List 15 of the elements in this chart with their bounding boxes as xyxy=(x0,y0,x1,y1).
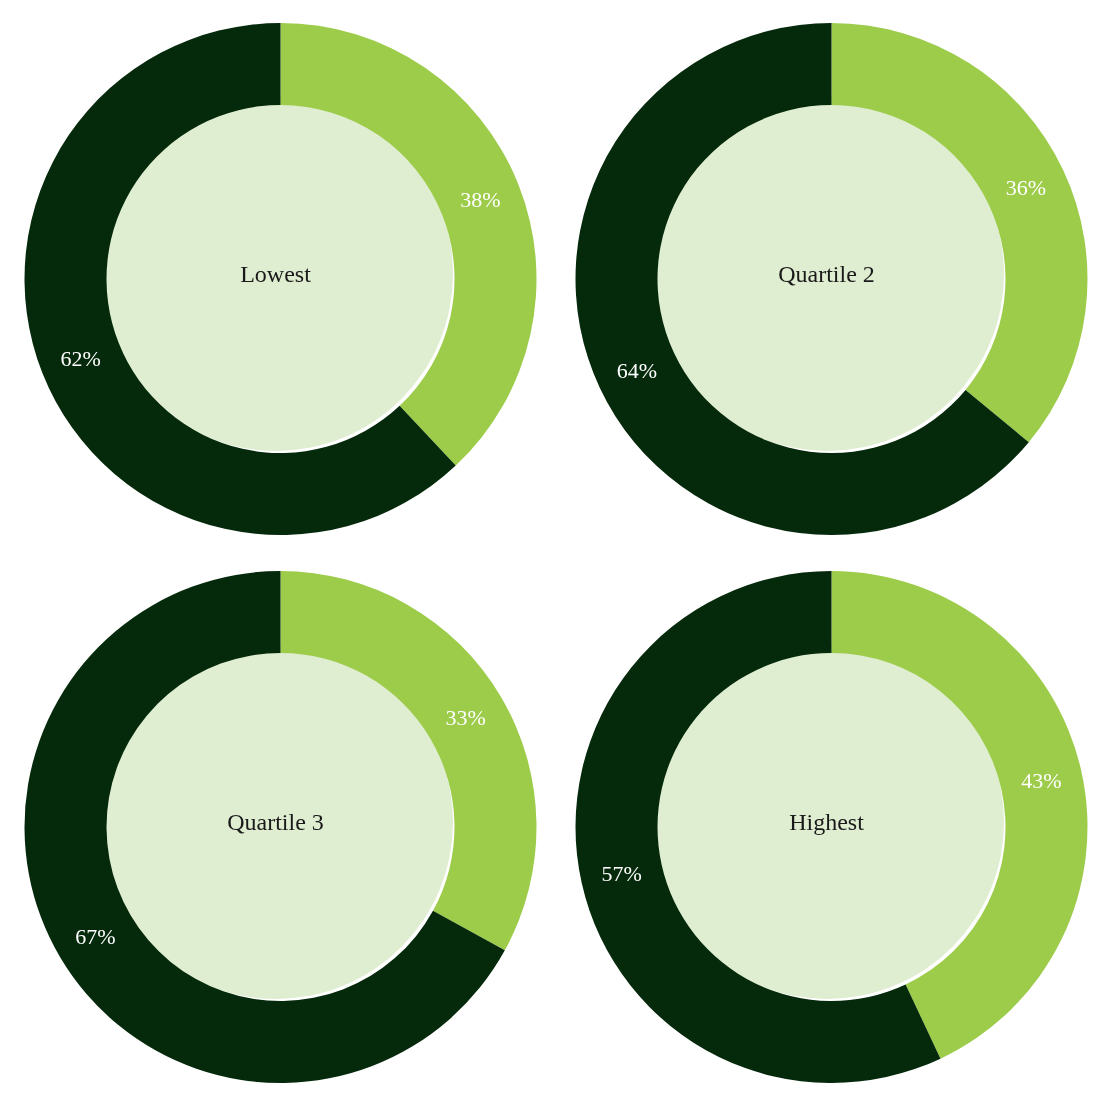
donut-slice xyxy=(24,571,505,1083)
data-label: 43% xyxy=(1021,767,1062,793)
data-label: 64% xyxy=(616,358,658,384)
data-label: 33% xyxy=(445,705,486,731)
data-label: 38% xyxy=(460,187,501,213)
data-label: 36% xyxy=(1005,174,1047,200)
text: Highest xyxy=(788,808,865,836)
donut-slice xyxy=(24,23,456,535)
text: Quartile 2 xyxy=(777,260,876,288)
data-label: 67% xyxy=(75,923,116,949)
data-label: 57% xyxy=(601,861,642,887)
text: Quartile 3 xyxy=(226,808,325,836)
donut-slice xyxy=(575,571,941,1083)
data-label: 62% xyxy=(60,345,101,371)
text: Lowest xyxy=(239,260,312,288)
